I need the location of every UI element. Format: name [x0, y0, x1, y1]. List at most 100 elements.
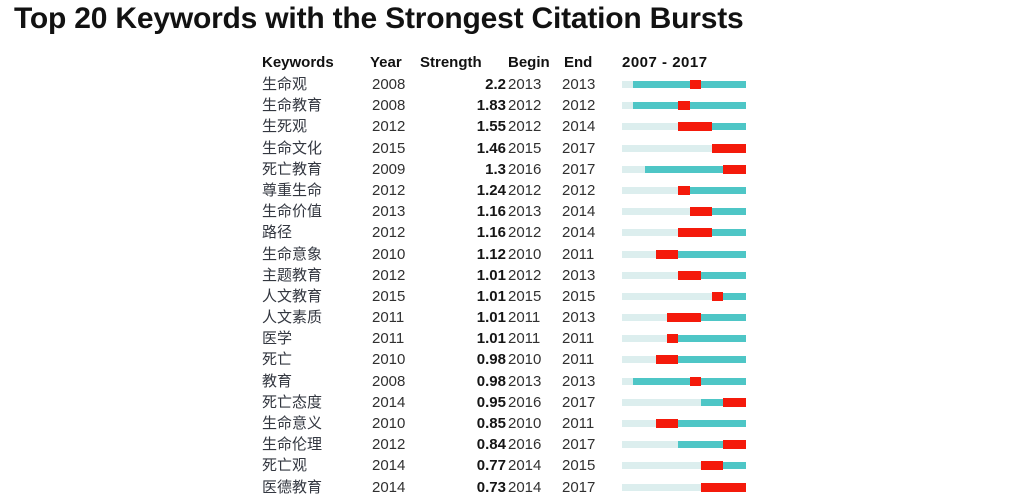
cell-begin: 2014: [508, 478, 542, 496]
cell-begin: 2011: [508, 330, 541, 348]
cell-keyword: 生命教育: [262, 97, 323, 115]
cell-end: 2017: [562, 160, 596, 178]
cell-end: 2011: [562, 245, 595, 263]
timeline-burst-segment: [655, 355, 679, 365]
timeline-active-segment-post: [712, 229, 746, 237]
cell-begin: 2013: [508, 76, 542, 93]
timeline-active-segment-post: [712, 208, 746, 216]
cell-keyword: 死亡教育: [262, 160, 323, 178]
column-header-timespan: 2007 - 2017: [622, 54, 708, 71]
timeline-burst-segment: [689, 80, 701, 89]
cell-year: 2008: [372, 372, 406, 390]
cell-begin: 2012: [508, 181, 542, 199]
burst-timeline-bar: [622, 291, 746, 301]
cell-year: 2012: [372, 181, 406, 199]
cell-end: 2017: [562, 478, 596, 496]
cell-year: 2012: [372, 118, 406, 136]
cell-end: 2012: [562, 181, 596, 199]
cell-begin: 2012: [508, 224, 542, 242]
cell-strength: 1.01: [476, 287, 506, 305]
cell-end: 2011: [562, 330, 595, 348]
cell-strength: 2.2: [485, 76, 506, 93]
timeline-active-segment-post: [700, 81, 746, 88]
timeline-burst-segment: [712, 143, 746, 153]
cell-strength: 0.73: [476, 478, 506, 496]
cell-year: 2013: [372, 203, 406, 221]
cell-keyword: 死亡态度: [262, 393, 323, 411]
timeline-active-segment-post: [723, 462, 746, 470]
timeline-burst-segment: [678, 270, 701, 280]
timeline-burst-segment: [678, 122, 713, 132]
cell-strength: 0.95: [476, 393, 506, 411]
column-header-keywords: Keywords: [262, 54, 334, 71]
cell-begin: 2012: [508, 266, 542, 284]
burst-timeline-bar: [622, 376, 746, 386]
burst-timeline-bar: [622, 334, 746, 344]
timeline-active-segment-post: [700, 271, 746, 279]
cell-strength: 1.01: [476, 309, 506, 327]
cell-keyword: 人文素质: [262, 309, 323, 327]
burst-timeline-bar: [622, 440, 746, 450]
cell-begin: 2010: [508, 351, 542, 369]
burst-timeline-bar: [622, 397, 746, 407]
burst-timeline-bar: [622, 80, 746, 89]
cell-year: 2010: [372, 245, 406, 263]
column-header-strength: Strength: [420, 54, 482, 71]
burst-timeline-bar: [622, 122, 746, 132]
cell-begin: 2011: [508, 309, 541, 327]
timeline-active-segment-post: [700, 314, 746, 322]
timeline-baseline-segment: [622, 483, 746, 491]
timeline-burst-segment: [655, 249, 679, 259]
timeline-burst-segment: [723, 164, 746, 174]
page-title: Top 20 Keywords with the Strongest Citat…: [14, 2, 744, 35]
burst-timeline-bar: [622, 355, 746, 365]
timeline-burst-segment: [667, 313, 701, 323]
cell-keyword: 路径: [262, 224, 293, 242]
cell-end: 2015: [562, 457, 596, 475]
timeline-baseline-segment: [622, 208, 746, 216]
timeline-active-segment-post: [678, 335, 746, 343]
timeline-burst-segment: [667, 334, 679, 344]
cell-year: 2014: [372, 393, 406, 411]
timeline-burst-segment: [700, 482, 746, 492]
cell-year: 2011: [372, 330, 405, 348]
burst-timeline-bar: [622, 419, 746, 428]
cell-keyword: 生命意象: [262, 245, 323, 263]
timeline-active-segment-post: [723, 292, 746, 300]
cell-end: 2015: [562, 287, 596, 305]
cell-end: 2011: [562, 415, 595, 432]
timeline-baseline-segment: [622, 398, 746, 406]
timeline-baseline-segment: [622, 462, 746, 470]
timeline-burst-segment: [655, 419, 679, 428]
timeline-active-segment-pre: [633, 81, 690, 88]
burst-timeline-bar: [622, 207, 746, 217]
cell-begin: 2016: [508, 160, 542, 178]
timeline-active-segment-post: [712, 123, 746, 131]
cell-begin: 2016: [508, 436, 542, 454]
timeline-active-segment-post: [700, 377, 746, 385]
cell-begin: 2014: [508, 457, 542, 475]
cell-strength: 0.98: [476, 351, 506, 369]
cell-year: 2010: [372, 351, 406, 369]
cell-begin: 2012: [508, 97, 542, 115]
cell-strength: 1.16: [476, 203, 506, 221]
timeline-burst-segment: [689, 376, 701, 386]
burst-timeline-bar: [622, 313, 746, 323]
timeline-burst-segment: [723, 440, 746, 450]
cell-end: 2013: [562, 76, 596, 93]
cell-strength: 0.84: [476, 436, 506, 454]
cell-keyword: 生死观: [262, 118, 308, 136]
burst-timeline-bar: [622, 249, 746, 259]
cell-keyword: 尊重生命: [262, 181, 323, 199]
cell-strength: 0.98: [476, 372, 506, 390]
column-header-begin: Begin: [508, 54, 550, 71]
cell-begin: 2015: [508, 287, 542, 305]
cell-strength: 1.16: [476, 224, 506, 242]
cell-begin: 2013: [508, 372, 542, 390]
cell-keyword: 医德教育: [262, 478, 323, 496]
cell-year: 2008: [372, 97, 406, 115]
cell-year: 2012: [372, 224, 406, 242]
cell-end: 2013: [562, 309, 596, 327]
burst-timeline-bar: [622, 101, 746, 111]
timeline-burst-segment: [678, 101, 690, 111]
